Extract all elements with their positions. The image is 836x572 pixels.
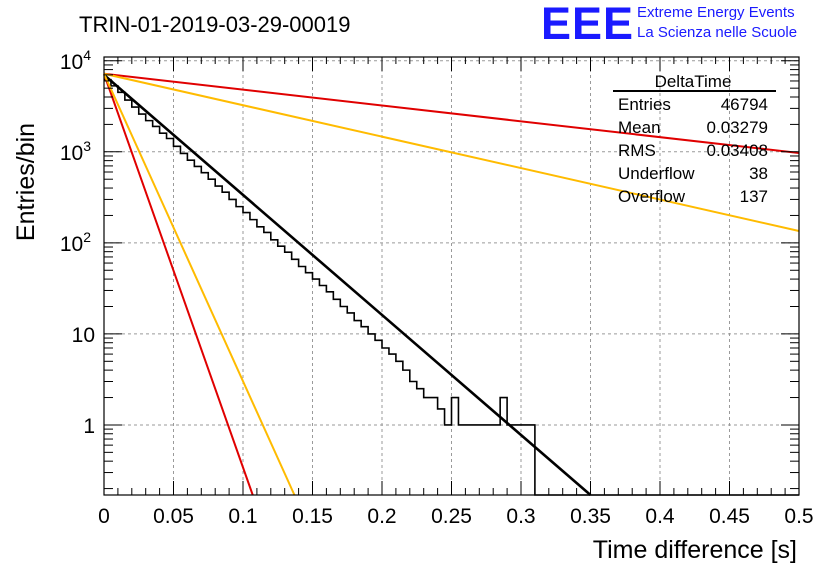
stats-row-value: 46794 bbox=[721, 95, 768, 114]
y-tick-label: 10 bbox=[72, 324, 95, 347]
x-tick-label: 0.15 bbox=[292, 505, 333, 528]
fit-curves bbox=[103, 72, 800, 496]
y-tick-label: 103 bbox=[60, 138, 91, 165]
stats-row-label: Entries bbox=[618, 95, 671, 114]
stats-row-value: 38 bbox=[749, 164, 768, 183]
logo-subtitle-1: Extreme Energy Events bbox=[637, 4, 795, 21]
y-tick-label: 102 bbox=[60, 229, 91, 256]
stats-row-value: 0.03279 bbox=[707, 118, 768, 137]
axes: 0 0.05 0.1 0.15 0.2 0.25 0.3 0.35 0.4 0.45 0.5 1 10 1… bbox=[60, 47, 814, 528]
stats-row-label: Mean bbox=[618, 118, 661, 137]
grid-lines bbox=[104, 57, 799, 495]
logo-subtitle-2: La Scienza nelle Scuole bbox=[637, 24, 798, 41]
x-tick-label: 0.35 bbox=[570, 505, 611, 528]
y-tick-label: 1 bbox=[83, 415, 95, 438]
stats-row-label: RMS bbox=[618, 141, 656, 160]
x-tick-label: 0.5 bbox=[784, 505, 813, 528]
x-tick-label: 0.05 bbox=[153, 505, 194, 528]
y-axis-label: Entries/bin bbox=[12, 123, 40, 241]
stats-row-value: 0.03408 bbox=[707, 141, 768, 160]
x-tick-label: 0.45 bbox=[709, 505, 750, 528]
stats-row-value: 137 bbox=[740, 187, 768, 206]
run-title: TRIN-01-2019-03-29-00019 bbox=[79, 12, 351, 37]
fit-line-4 bbox=[103, 73, 296, 496]
fit-line-0 bbox=[103, 73, 592, 496]
stats-title: DeltaTime bbox=[655, 72, 732, 91]
x-tick-label: 0.25 bbox=[431, 505, 472, 528]
fit-line-3 bbox=[103, 73, 254, 496]
fit-line-2 bbox=[103, 72, 800, 232]
stats-box: DeltaTime Entries 46794 Mean 0.03279 RMS 0.03… bbox=[613, 72, 776, 206]
x-axis-label: Time difference [s] bbox=[593, 536, 797, 564]
x-tick-label: 0 bbox=[98, 505, 110, 528]
x-tick-label: 0.2 bbox=[367, 505, 396, 528]
eee-logo: EEE bbox=[541, 0, 635, 49]
x-tick-label: 0.4 bbox=[645, 505, 675, 528]
stats-row-label: Overflow bbox=[618, 187, 686, 206]
x-tick-label: 0.1 bbox=[228, 505, 257, 528]
x-tick-label: 0.3 bbox=[506, 505, 535, 528]
y-tick-label: 104 bbox=[60, 47, 91, 74]
fit-line-1 bbox=[103, 72, 800, 155]
stats-row-label: Underflow bbox=[618, 164, 695, 183]
